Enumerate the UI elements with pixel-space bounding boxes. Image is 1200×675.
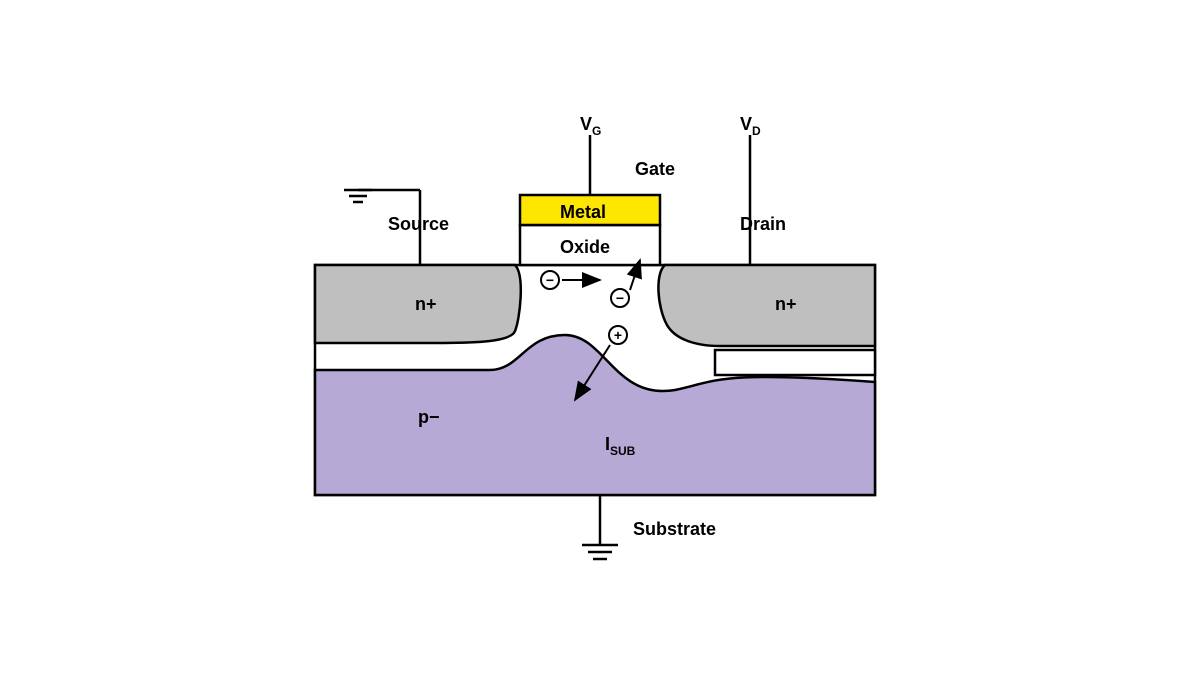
svg-text:VG: VG — [580, 114, 601, 138]
svg-text:n+: n+ — [775, 294, 797, 314]
ground-icon — [582, 545, 618, 559]
svg-text:n+: n+ — [415, 294, 437, 314]
carriers-group: − − + — [541, 271, 629, 344]
svg-text:−: − — [546, 272, 554, 288]
mosfet-diagram: −−+ VGVDGateMetalOxideSourceDrainn+n+Ava… — [0, 0, 1200, 675]
svg-text:Gate: Gate — [635, 159, 675, 179]
svg-text:Drain: Drain — [740, 214, 786, 234]
svg-text:VD: VD — [740, 114, 761, 138]
svg-text:+: + — [614, 327, 622, 343]
svg-text:−: − — [616, 290, 624, 306]
ground-icon — [344, 190, 372, 202]
drain-nplus-region — [658, 265, 875, 346]
svg-text:Source: Source — [388, 214, 449, 234]
svg-text:Metal: Metal — [560, 202, 606, 222]
svg-text:Substrate: Substrate — [633, 519, 716, 539]
svg-text:Oxide: Oxide — [560, 237, 610, 257]
svg-text:p−: p− — [418, 407, 440, 427]
